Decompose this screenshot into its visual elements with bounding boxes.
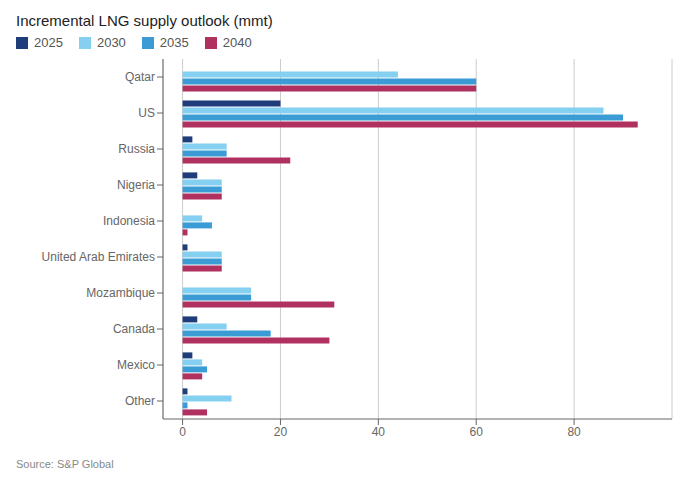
html-text:2040: 2040: [222, 35, 252, 50]
svg-text:Nigeria: Nigeria: [117, 178, 155, 192]
html-text:2030: 2030: [96, 35, 126, 50]
svg-text:80: 80: [567, 425, 581, 439]
svg-text:Mexico: Mexico: [117, 358, 155, 372]
svg-text:60: 60: [470, 425, 484, 439]
svg-text:Canada: Canada: [113, 322, 155, 336]
svg-text:40: 40: [372, 425, 386, 439]
svg-text:United Arab Emirates: United Arab Emirates: [42, 250, 155, 264]
html-text:Incremental LNG supply outlook: Incremental LNG supply outlook (mmt): [16, 12, 273, 29]
html-text:2025: 2025: [34, 35, 63, 50]
svg-text:US: US: [138, 106, 155, 120]
svg-text:0: 0: [179, 425, 186, 439]
svg-text:Russia: Russia: [118, 142, 155, 156]
svg-text:Qatar: Qatar: [125, 70, 155, 84]
svg-text:Indonesia: Indonesia: [103, 214, 155, 228]
html-text:Source: S&P Global: Source: S&P Global: [16, 458, 114, 470]
svg-text:Other: Other: [125, 394, 155, 408]
html-text:2035: 2035: [159, 35, 189, 50]
svg-text:Mozambique: Mozambique: [86, 286, 155, 300]
svg-text:20: 20: [274, 425, 288, 439]
